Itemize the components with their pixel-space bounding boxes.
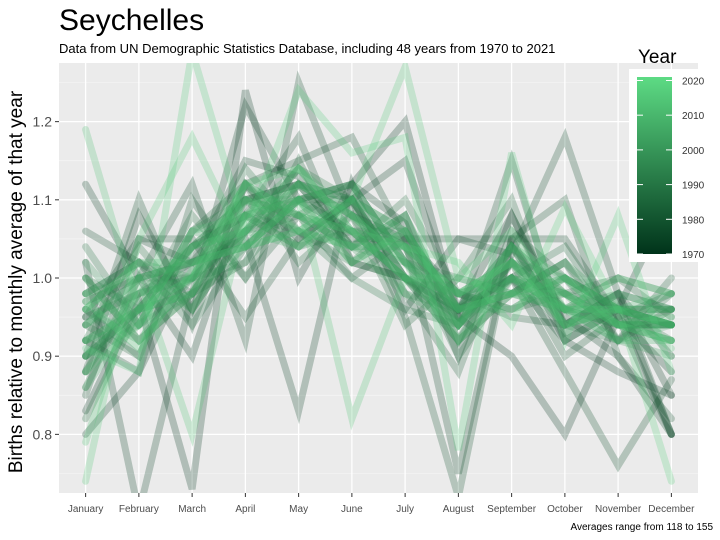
legend-colorbar [637,77,672,254]
x-tick-label-december: December [648,504,695,515]
x-tick-label-august: August [443,504,474,515]
legend-title: Year [638,47,677,68]
legend-label-1970: 1970 [682,250,705,261]
x-tick-label-june: June [341,504,363,515]
x-tick-label-november: November [595,504,642,515]
series-layer [82,63,675,493]
series-line-2012 [82,180,675,376]
series-line-1981 [82,180,675,362]
series-line-2003 [82,180,675,345]
y-tick-label: 1.1 [33,192,53,208]
legend-label-1980: 1980 [682,215,705,226]
series-line-1988 [82,162,675,331]
series-line-2015 [82,63,675,485]
series-line-2014 [82,195,675,447]
series-line-2001 [82,163,675,360]
chart-caption: Averages range from 118 to 155 [571,522,714,533]
y-tick-label: 1.2 [33,114,53,130]
series-line-1999 [82,195,675,330]
plot-area: 0.8 0.9 1.0 1.1 1.2 January February March April… [33,63,698,515]
series-line-2002 [82,210,675,346]
series-line-1983 [82,153,675,346]
series-line-2004 [82,178,675,344]
series-line-1994 [82,196,675,360]
legend-label-1990: 1990 [682,181,705,192]
series-line-2009 [82,195,675,344]
series-line-1993 [82,179,675,329]
x-tick-label-july: July [396,504,414,515]
x-tick-label-january: January [68,504,104,515]
series-line-1997 [82,179,675,346]
series-line-1987 [82,178,675,423]
legend: Year 1970 1980 1990 2000 2010 2020 [629,47,718,262]
series-line-2011 [82,194,675,344]
series-line-1985 [82,178,675,362]
series-line-1984 [82,179,675,391]
x-tick-label-february: February [119,504,159,515]
series-line-2013 [82,126,675,352]
series-line-2007 [82,195,675,344]
series-line-1992 [82,209,675,331]
series-line-1982 [82,196,675,380]
series-line-2017 [82,164,675,485]
y-tick-label: 0.8 [33,426,53,442]
series-line-2006 [82,195,675,346]
legend-label-2000: 2000 [682,146,705,157]
series-line-1973 [82,172,675,438]
series-line-1979 [82,194,675,493]
series-line-1991 [82,180,675,376]
series-line-2010 [82,179,675,344]
series-line-1971 [82,177,675,399]
x-tick-label-may: May [289,504,308,515]
series-line-1970 [82,89,675,491]
series-line-1989 [82,163,675,346]
x-tick-label-april: April [235,504,255,515]
series-line-1978 [82,130,675,438]
series-line-2016 [82,63,675,451]
series-line-1976 [82,70,675,438]
y-tick-label: 0.9 [33,348,53,364]
series-line-1986 [82,195,675,364]
series-line-1980 [82,191,675,378]
legend-label-2020: 2020 [682,76,705,87]
series-line-1974 [82,96,675,493]
series-line-1990 [82,195,675,362]
series-line-1996 [82,195,675,344]
chart-title: Seychelles [59,4,204,37]
x-tick-label-october: October [547,504,583,515]
legend-label-2010: 2010 [682,111,705,122]
x-tick-label-september: September [487,504,537,515]
series-line-1975 [82,156,675,475]
series-line-2000 [82,196,675,360]
series-line-2008 [82,163,675,360]
series-line-2005 [82,180,675,391]
series-line-1977 [82,132,675,473]
x-tick-label-march: March [178,504,206,515]
series-line-1972 [82,155,675,399]
chart-subtitle: Data from UN Demographic Statistics Data… [59,41,555,56]
series-line-1995 [82,195,675,347]
y-axis-title: Births relative to monthly average of th… [6,90,27,473]
series-line-1998 [82,179,675,376]
y-tick-label: 1.0 [33,270,53,286]
